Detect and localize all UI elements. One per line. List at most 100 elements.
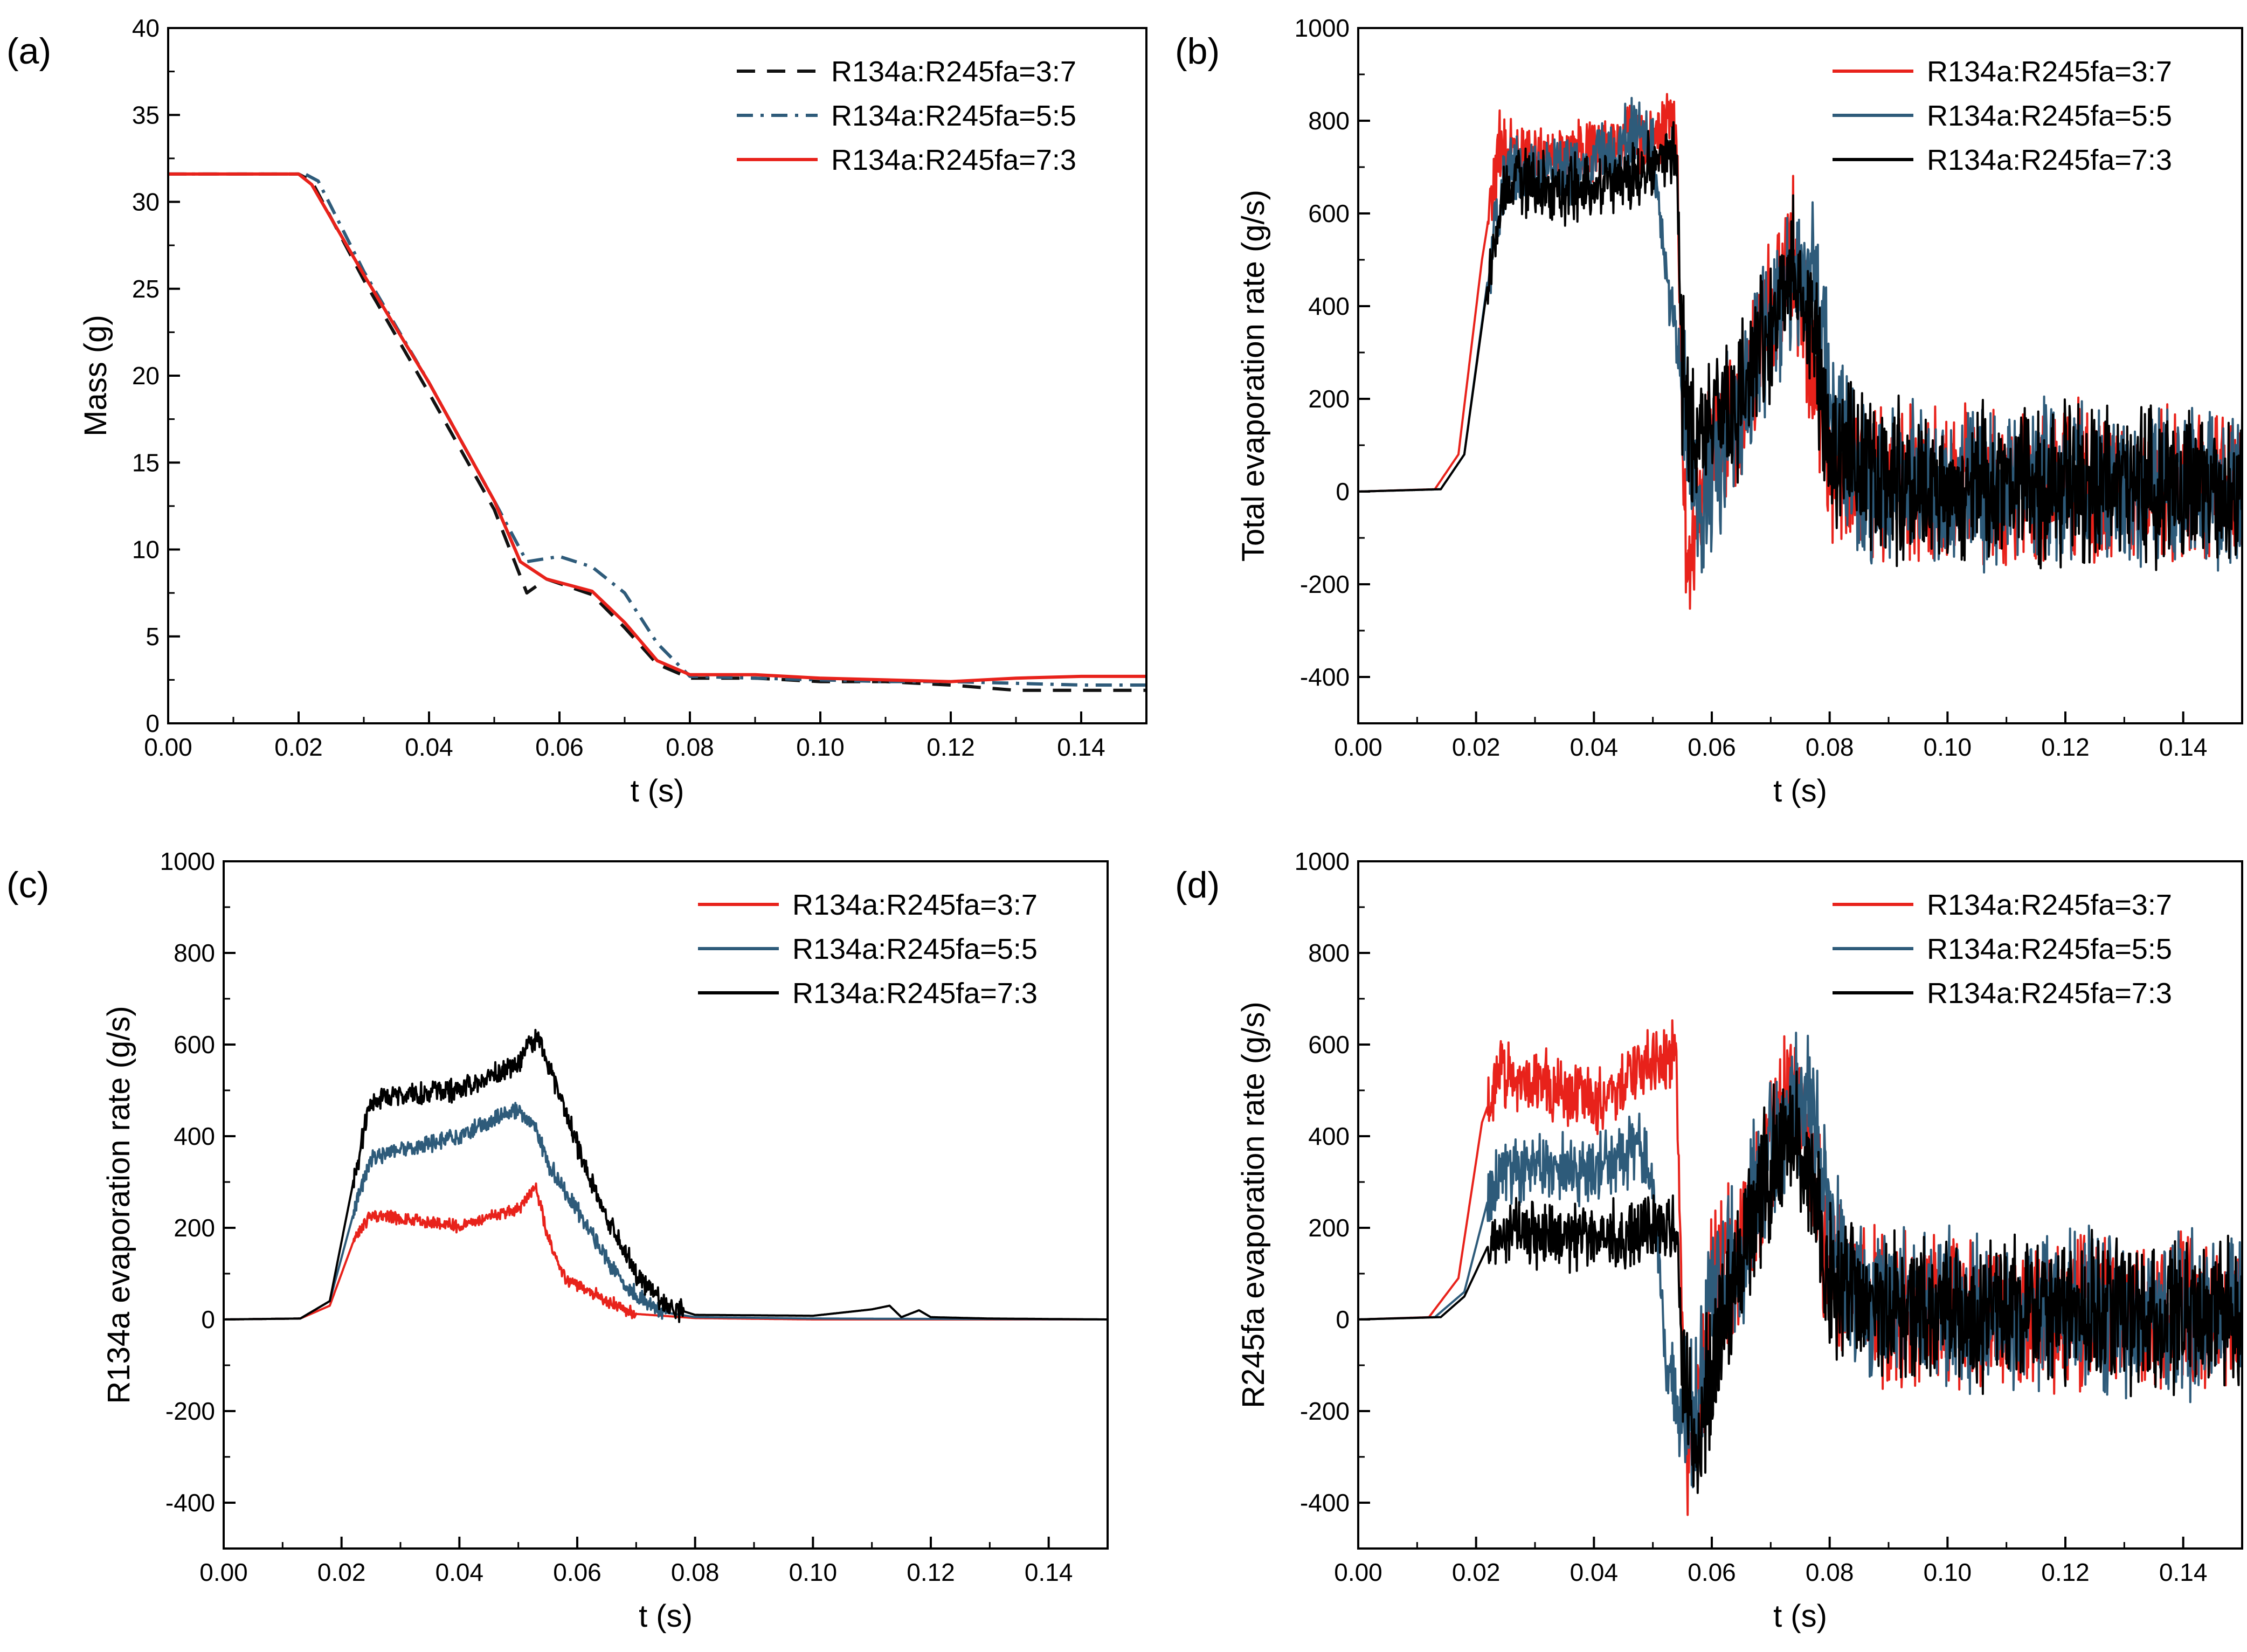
panel-b-legend: R134a:R245fa=3:7 R134a:R245fa=5:5 R134a:R2… [1833, 56, 2172, 176]
panel-c-series-2-line [224, 1102, 1108, 1321]
panel-a-ytick-label: 5 [146, 623, 160, 651]
panel-c-axes-frame [223, 860, 1109, 1550]
panel-b-plot-area [1358, 93, 2242, 610]
panel-d-legend: R134a:R245fa=3:7 R134a:R245fa=5:5 R134a:R2… [1833, 889, 2172, 1010]
panel-d-ytick-label: -400 [1300, 1489, 1350, 1517]
panel-d-axes-frame [1357, 860, 2243, 1550]
panel-d-legend-label-2: R134a:R245fa=5:5 [1927, 933, 2172, 965]
panel-d-label: (d) [1175, 865, 1220, 906]
panel-c-ytick-label: 600 [174, 1031, 215, 1059]
panel-b-xlabel: t (s) [1773, 773, 1827, 808]
panel-c-xtick-label: 0.04 [435, 1558, 484, 1586]
panel-c-ylabel: R134a evaporation rate (g/s) [101, 1006, 136, 1404]
panel-c-xtick-label: 0.10 [789, 1558, 838, 1586]
panel-b-xtick-label: 0.00 [1334, 733, 1382, 761]
panel-d-xlabel: t (s) [1773, 1599, 1827, 1634]
panel-b-ytick-label: -400 [1300, 663, 1350, 691]
panel-c-ytick-label: -400 [165, 1489, 215, 1517]
panel-b-ytick-label: 800 [1308, 107, 1350, 135]
panel-c-ytick-label: 400 [174, 1122, 215, 1150]
panel-a-ylabel: Mass (g) [78, 315, 113, 437]
panel-c-xtick-label: 0.00 [199, 1558, 248, 1586]
panel-c-legend-label-2: R134a:R245fa=5:5 [792, 933, 1038, 965]
panel-a-series-1-line [168, 172, 1146, 692]
panel-c-plot-area [224, 1028, 1108, 1323]
panel-a-plot-area [168, 172, 1146, 692]
panel-c-ytick-label: 1000 [160, 847, 215, 875]
panel-a-ytick-label: 25 [132, 275, 160, 303]
panel-a-ytick-label: 10 [132, 536, 160, 564]
panel-a-xtick-label: 0.08 [666, 733, 714, 761]
panel-b-xtick-label: 0.12 [2041, 733, 2090, 761]
panel-a-xtick-label: 0.14 [1057, 733, 1105, 761]
panel-a-xtick-label: 0.10 [796, 733, 845, 761]
panel-c-xtick-label: 0.08 [671, 1558, 720, 1586]
panel-a-legend-label-2: R134a:R245fa=5:5 [831, 100, 1076, 132]
panel-b-ytick-label: 400 [1308, 292, 1350, 320]
panel-c-xtick-label: 0.12 [907, 1558, 955, 1586]
panel-a-legend-label-1: R134a:R245fa=3:7 [831, 56, 1076, 88]
panel-b-ytick-label: -200 [1300, 570, 1350, 598]
panel-c-series-3-line [224, 1028, 1108, 1323]
panel-d-xtick-label: 0.02 [1452, 1558, 1501, 1586]
panel-d-legend-label-1: R134a:R245fa=3:7 [1927, 889, 2172, 921]
panel-c: (c) 0.00 0.02 0.04 0.06 0.08 0.10 0.12 0.14 -400… [6, 847, 1109, 1634]
panel-d-ytick-label: 1000 [1295, 847, 1350, 875]
panel-a-ytick-label: 35 [132, 101, 160, 129]
panel-a-xtick-label: 0.06 [535, 733, 584, 761]
panel-a-ytick-label: 0 [146, 709, 160, 737]
panel-c-xtick-label: 0.06 [553, 1558, 601, 1586]
panel-a-ytick-label: 40 [132, 14, 160, 42]
panel-a-legend-label-3: R134a:R245fa=7:3 [831, 144, 1076, 176]
panel-c-ytick-label: -200 [165, 1397, 215, 1425]
panel-c-xtick-label: 0.14 [1025, 1558, 1073, 1586]
panel-d-xtick-label: 0.00 [1334, 1558, 1382, 1586]
panel-d-ytick-label: 400 [1308, 1122, 1350, 1150]
panel-b-legend-label-1: R134a:R245fa=3:7 [1927, 56, 2172, 88]
panel-b-xtick-label: 0.10 [1924, 733, 1972, 761]
panel-c-label: (c) [6, 865, 49, 906]
panel-a-series-2-line [168, 172, 1146, 687]
panel-d-ylabel: R245fa evaporation rate (g/s) [1236, 1001, 1271, 1408]
panel-d-xtick-label: 0.14 [2159, 1558, 2208, 1586]
panel-b-ytick-label: 0 [1336, 478, 1350, 506]
panel-d-series-3-line [1358, 1070, 2242, 1494]
panel-a-axes-frame [167, 27, 1147, 724]
panel-a-legend: R134a:R245fa=3:7 R134a:R245fa=5:5 R134a:R2… [737, 56, 1076, 176]
panel-b-ytick-label: 200 [1308, 385, 1350, 413]
panel-d-xtick-label: 0.04 [1570, 1558, 1619, 1586]
panel-b-legend-label-3: R134a:R245fa=7:3 [1927, 144, 2172, 176]
panel-b-ytick-label: 1000 [1295, 14, 1350, 42]
panel-d-plot-area [1358, 1019, 2242, 1516]
panel-b-xtick-label: 0.14 [2159, 733, 2208, 761]
panel-c-ytick-label: 0 [201, 1305, 215, 1333]
panel-d-xtick-label: 0.08 [1806, 1558, 1854, 1586]
panel-b-xtick-label: 0.04 [1570, 733, 1619, 761]
panel-c-xlabel: t (s) [639, 1599, 693, 1634]
panel-c-legend-label-1: R134a:R245fa=3:7 [792, 889, 1038, 921]
panel-b-label: (b) [1175, 31, 1220, 72]
panel-b-xtick-label: 0.06 [1688, 733, 1736, 761]
panel-c-legend-label-3: R134a:R245fa=7:3 [792, 977, 1038, 1010]
panel-d-ytick-label: -200 [1300, 1397, 1350, 1425]
panel-b-xtick-label: 0.02 [1452, 733, 1501, 761]
panel-a: (a) 0.00 0.02 0.04 0.06 0.08 0.10 0.12 0.14 0 5 10… [6, 14, 1147, 808]
panel-a-xtick-label: 0.02 [274, 733, 323, 761]
panel-b-ytick-label: 600 [1308, 199, 1350, 227]
panel-c-legend: R134a:R245fa=3:7 R134a:R245fa=5:5 R134a:R2… [698, 889, 1038, 1010]
panel-d-ytick-label: 200 [1308, 1214, 1350, 1242]
panel-d: (d) 0.00 0.02 0.04 0.06 0.08 0.10 0.12 0.14 -400… [1175, 847, 2243, 1634]
panel-a-xtick-label: 0.12 [927, 733, 975, 761]
panel-b-axes-frame [1357, 27, 2243, 724]
panel-a-series-3-line [168, 172, 1146, 683]
panel-d-legend-label-3: R134a:R245fa=7:3 [1927, 977, 2172, 1010]
panel-d-ytick-label: 600 [1308, 1031, 1350, 1059]
panel-d-xtick-label: 0.06 [1688, 1558, 1736, 1586]
panel-a-ytick-label: 30 [132, 188, 160, 216]
panel-b-ylabel: Total evaporation rate (g/s) [1236, 190, 1271, 562]
panel-d-xtick-label: 0.10 [1924, 1558, 1972, 1586]
panel-a-xtick-label: 0.04 [405, 733, 453, 761]
panel-c-ytick-label: 200 [174, 1214, 215, 1242]
panel-d-ytick-label: 0 [1336, 1305, 1350, 1333]
